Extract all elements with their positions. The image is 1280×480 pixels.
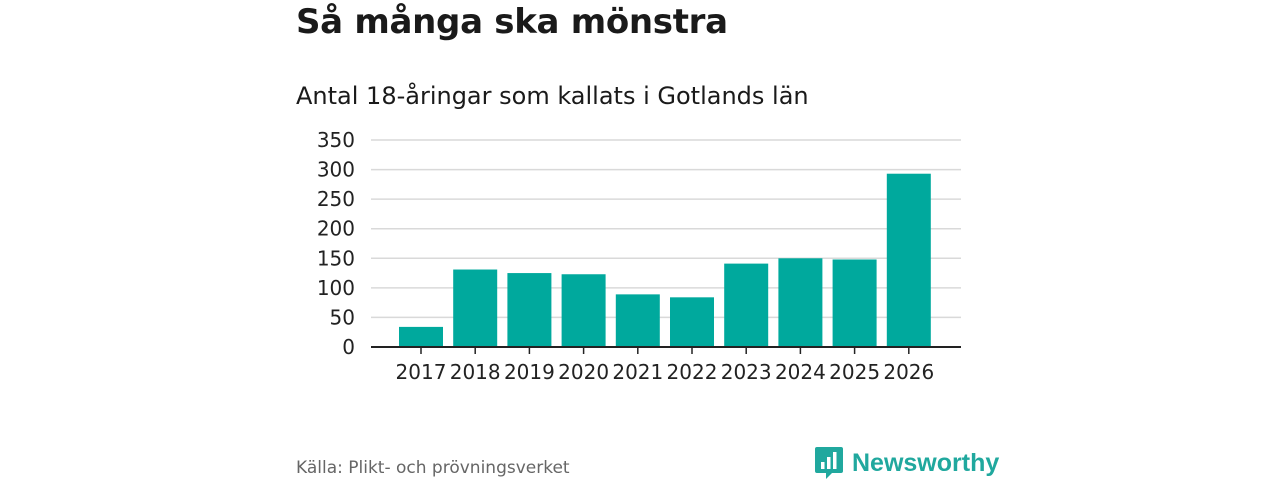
newsworthy-logo-icon [815, 447, 843, 479]
x-tick-label: 2021 [612, 360, 663, 384]
y-tick-label: 150 [317, 246, 355, 270]
y-tick-label: 350 [317, 128, 355, 152]
y-tick-label: 100 [317, 276, 355, 300]
x-tick-label: 2019 [504, 360, 555, 384]
x-tick-label: 2022 [667, 360, 718, 384]
y-tick-label: 200 [317, 217, 355, 241]
bar [453, 269, 498, 347]
y-tick-label: 50 [330, 305, 355, 329]
bar [670, 297, 714, 347]
x-tick-label: 2018 [450, 360, 501, 384]
newsworthy-logo-text: Newsworthy [852, 448, 1000, 477]
bar [832, 259, 877, 347]
x-tick-label: 2017 [396, 360, 447, 384]
bar [507, 273, 552, 347]
bar [724, 263, 769, 347]
x-tick-label: 2026 [883, 360, 934, 384]
newsworthy-logo: Newsworthy [814, 446, 999, 480]
y-tick-label: 300 [317, 158, 355, 182]
bar [615, 294, 660, 347]
x-tick-label: 2025 [829, 360, 880, 384]
chart-subtitle: Antal 18-åringar som kallats i Gotlands … [296, 82, 809, 110]
y-tick-label: 250 [317, 187, 355, 211]
chart-title: Så många ska mönstra [296, 2, 728, 42]
x-tick-label: 2024 [775, 360, 826, 384]
bar [561, 274, 606, 347]
bar [886, 173, 931, 347]
bar [399, 326, 443, 347]
bar [778, 258, 823, 347]
y-tick-label: 0 [342, 335, 355, 359]
x-tick-label: 2020 [558, 360, 609, 384]
source-note: Källa: Plikt- och prövningsverket [296, 458, 570, 478]
x-tick-label: 2023 [721, 360, 772, 384]
